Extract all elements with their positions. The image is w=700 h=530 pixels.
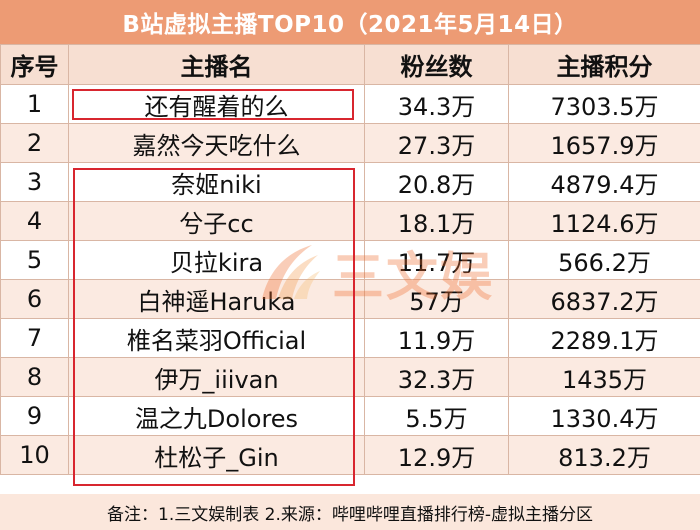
table-row: 4 兮子cc 18.1万 1124.6万 bbox=[0, 201, 700, 241]
ranking-table: 序号 主播名 粉丝数 主播积分 1 还有醒着的么 34.3万 7303.5万 2… bbox=[0, 44, 700, 475]
table-row: 6 白神遥Haruka 57万 6837.2万 bbox=[0, 279, 700, 319]
rank-cell: 8 bbox=[0, 357, 69, 397]
rank-cell: 3 bbox=[0, 162, 69, 202]
followers-cell: 11.9万 bbox=[364, 318, 509, 358]
score-cell: 813.2万 bbox=[508, 435, 700, 475]
name-cell: 白神遥Haruka bbox=[68, 279, 365, 319]
followers-cell: 34.3万 bbox=[364, 84, 509, 124]
rank-cell: 7 bbox=[0, 318, 69, 358]
rank-cell: 1 bbox=[0, 84, 69, 124]
followers-cell: 57万 bbox=[364, 279, 509, 319]
name-cell: 还有醒着的么 bbox=[68, 84, 365, 124]
table-row: 2 嘉然今天吃什么 27.3万 1657.9万 bbox=[0, 123, 700, 163]
name-cell: 奈姬niki bbox=[68, 162, 365, 202]
table-row: 1 还有醒着的么 34.3万 7303.5万 bbox=[0, 84, 700, 124]
header-row: 序号 主播名 粉丝数 主播积分 bbox=[0, 44, 700, 85]
name-cell: 椎名菜羽Official bbox=[68, 318, 365, 358]
table-row: 7 椎名菜羽Official 11.9万 2289.1万 bbox=[0, 318, 700, 358]
name-cell: 贝拉kira bbox=[68, 240, 365, 280]
score-cell: 1657.9万 bbox=[508, 123, 700, 163]
score-cell: 4879.4万 bbox=[508, 162, 700, 202]
header-followers: 粉丝数 bbox=[364, 44, 509, 85]
score-cell: 6837.2万 bbox=[508, 279, 700, 319]
score-cell: 1435万 bbox=[508, 357, 700, 397]
table-row: 8 伊万_iiivan 32.3万 1435万 bbox=[0, 357, 700, 397]
rank-cell: 2 bbox=[0, 123, 69, 163]
followers-cell: 5.5万 bbox=[364, 396, 509, 436]
followers-cell: 32.3万 bbox=[364, 357, 509, 397]
rank-cell: 9 bbox=[0, 396, 69, 436]
followers-cell: 12.9万 bbox=[364, 435, 509, 475]
rank-cell: 10 bbox=[0, 435, 69, 475]
score-cell: 1124.6万 bbox=[508, 201, 700, 241]
score-cell: 7303.5万 bbox=[508, 84, 700, 124]
table-row: 3 奈姬niki 20.8万 4879.4万 bbox=[0, 162, 700, 202]
score-cell: 1330.4万 bbox=[508, 396, 700, 436]
name-cell: 温之九Dolores bbox=[68, 396, 365, 436]
table-row: 9 温之九Dolores 5.5万 1330.4万 bbox=[0, 396, 700, 436]
rank-cell: 5 bbox=[0, 240, 69, 280]
footer-note: 备注：1.三文娱制表 2.来源：哔哩哔哩直播排行榜-虚拟主播分区 bbox=[0, 494, 700, 530]
header-rank: 序号 bbox=[0, 44, 69, 85]
name-cell: 伊万_iiivan bbox=[68, 357, 365, 397]
followers-cell: 27.3万 bbox=[364, 123, 509, 163]
followers-cell: 18.1万 bbox=[364, 201, 509, 241]
table-row: 5 贝拉kira 11.7万 566.2万 bbox=[0, 240, 700, 280]
score-cell: 566.2万 bbox=[508, 240, 700, 280]
table-title: B站虚拟主播TOP10（2021年5月14日） bbox=[0, 0, 700, 44]
name-cell: 嘉然今天吃什么 bbox=[68, 123, 365, 163]
name-cell: 兮子cc bbox=[68, 201, 365, 241]
header-score: 主播积分 bbox=[508, 44, 700, 85]
followers-cell: 11.7万 bbox=[364, 240, 509, 280]
name-cell: 杜松子_Gin bbox=[68, 435, 365, 475]
rank-cell: 6 bbox=[0, 279, 69, 319]
header-streamer-name: 主播名 bbox=[68, 44, 365, 85]
followers-cell: 20.8万 bbox=[364, 162, 509, 202]
rank-cell: 4 bbox=[0, 201, 69, 241]
table-row: 10 杜松子_Gin 12.9万 813.2万 bbox=[0, 435, 700, 475]
score-cell: 2289.1万 bbox=[508, 318, 700, 358]
